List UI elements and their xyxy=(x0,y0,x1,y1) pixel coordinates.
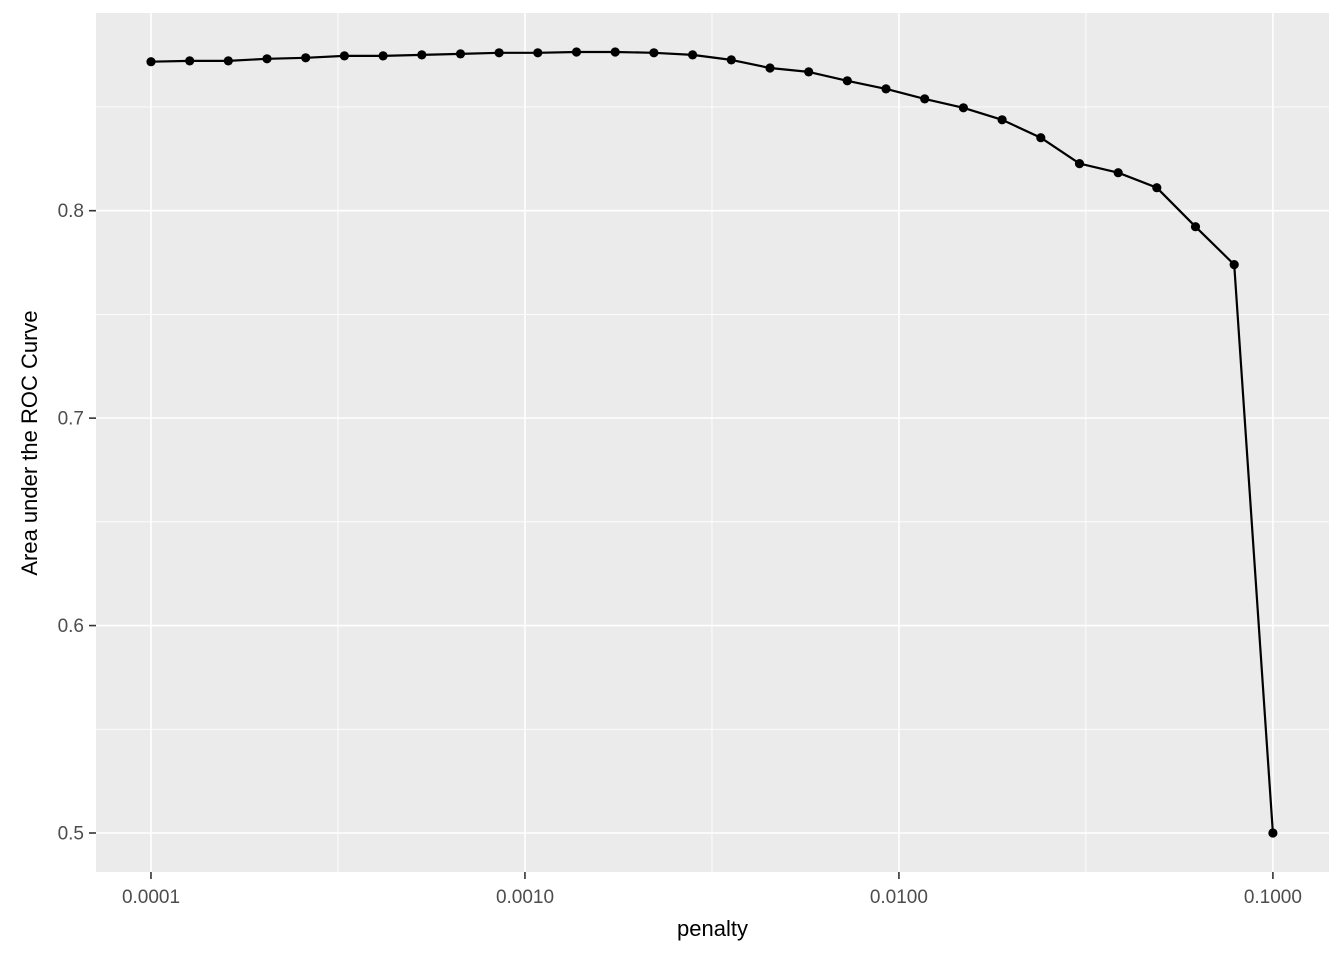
data-point xyxy=(1152,183,1162,193)
data-point xyxy=(1074,159,1085,169)
y-tick-label: 0.7 xyxy=(58,409,84,430)
data-point xyxy=(571,47,582,57)
auc-line xyxy=(150,50,1274,834)
axis-tick-labels: 0.0001 0.0010 0.0100 0.1000 0.5 0.6 0.7 0.8 xyxy=(58,201,1302,908)
x-tick-label: 0.0010 xyxy=(496,887,554,908)
data-point xyxy=(804,67,814,77)
data-point xyxy=(1190,222,1201,232)
data-point xyxy=(494,48,504,58)
data-point xyxy=(726,55,736,65)
data-point xyxy=(920,94,930,104)
y-tick-label: 0.6 xyxy=(58,616,84,637)
data-point xyxy=(1268,828,1278,838)
data-point xyxy=(417,50,427,60)
x-tick-label: 0.0100 xyxy=(870,887,928,908)
data-point xyxy=(378,51,388,61)
y-tick-label: 0.8 xyxy=(58,201,84,222)
data-point xyxy=(262,54,272,64)
data-point xyxy=(455,49,466,59)
panel-background xyxy=(96,13,1329,872)
x-tick-label: 0.0001 xyxy=(122,887,180,908)
data-point xyxy=(301,53,311,63)
y-tick-label: 0.5 xyxy=(58,824,84,845)
data-point xyxy=(997,115,1007,125)
data-point xyxy=(339,51,349,61)
data-point xyxy=(649,48,659,58)
data-point xyxy=(1036,133,1046,143)
x-axis-title: penalty xyxy=(677,916,748,941)
data-point xyxy=(610,47,620,57)
data-point xyxy=(533,48,543,58)
data-point xyxy=(185,56,195,66)
data-point xyxy=(842,76,852,86)
plot-panel xyxy=(96,13,1329,872)
minor-gridlines xyxy=(96,13,1329,872)
major-gridlines xyxy=(96,13,1329,872)
data-point xyxy=(1113,168,1123,178)
x-tick-label: 0.1000 xyxy=(1244,887,1302,908)
data-point xyxy=(958,103,969,113)
auc-points xyxy=(146,47,1278,838)
data-point xyxy=(146,57,156,67)
data-point xyxy=(688,50,698,60)
data-point xyxy=(223,56,233,66)
data-point xyxy=(1229,260,1239,270)
data-point xyxy=(881,84,891,94)
data-point xyxy=(765,63,775,73)
y-axis-title: Area under the ROC Curve xyxy=(17,310,42,576)
axis-tick-marks xyxy=(89,209,1274,879)
